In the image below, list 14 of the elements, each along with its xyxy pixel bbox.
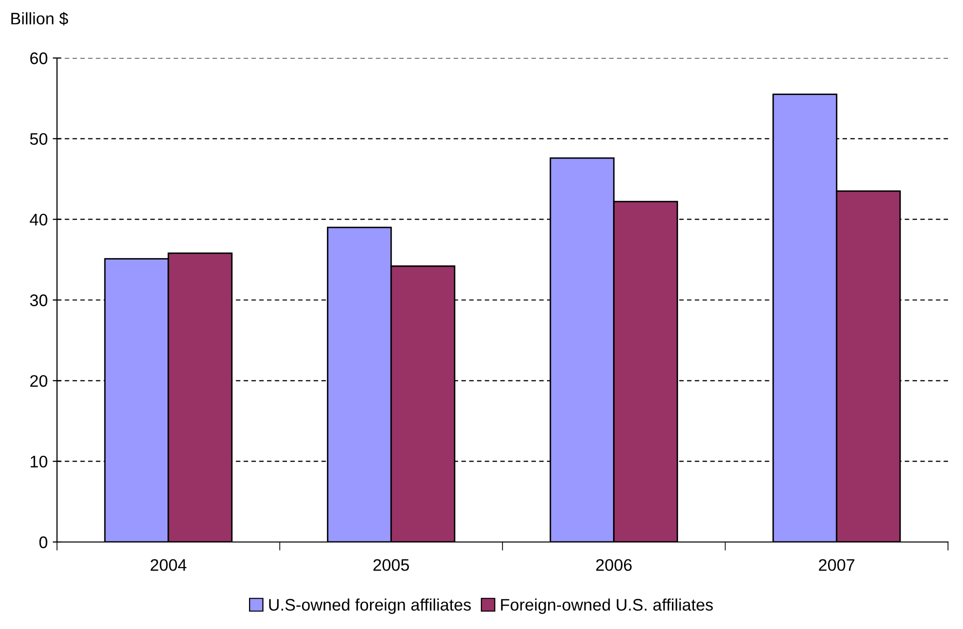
x-tick-label: 2007	[818, 559, 854, 571]
y-tick-label: 40	[30, 214, 48, 226]
y-axis-title: Billion $	[11, 12, 68, 26]
x-tick-label: 2005	[373, 559, 409, 571]
x-tick-label: 2006	[596, 559, 632, 571]
y-tick-label: 50	[30, 133, 48, 145]
y-tick-label: 0	[39, 536, 48, 548]
legend-label: U.S-owned foreign affiliates	[269, 598, 471, 614]
legend-label: Foreign-owned U.S. affiliates	[501, 598, 713, 614]
x-tick-label: 2004	[150, 559, 186, 571]
y-tick-label: 30	[30, 294, 48, 306]
y-tick-label: 10	[30, 456, 48, 468]
y-tick-label: 60	[30, 52, 48, 64]
y-tick-label: 20	[30, 375, 48, 387]
